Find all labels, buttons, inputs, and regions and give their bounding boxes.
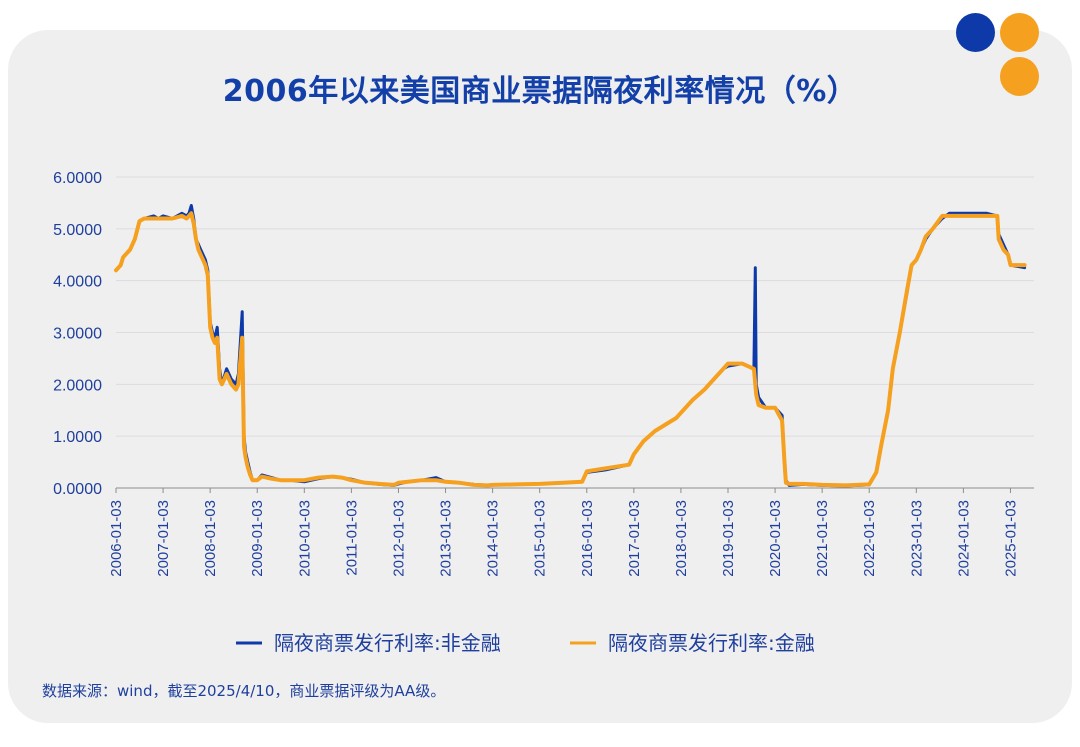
x-tick-label: 2018-01-03 [673, 500, 690, 577]
x-tick-label: 2007-01-03 [155, 500, 172, 577]
x-tick-label: 2013-01-03 [438, 500, 455, 577]
x-tick-label: 2016-01-03 [579, 500, 596, 577]
y-tick-label: 5.0000 [53, 222, 102, 239]
source-note: 数据来源：wind，截至2025/4/10，商业票据评级为AA级。 [42, 682, 446, 700]
y-tick-label: 3.0000 [53, 326, 102, 343]
x-tick-label: 2021-01-03 [814, 500, 831, 577]
x-tick-label: 2014-01-03 [485, 500, 502, 577]
legend-item-nonfinancial-label: 隔夜商票发行利率:非金融 [274, 631, 501, 655]
decor-dot-orange-bottom [1000, 57, 1039, 96]
x-tick-label: 2008-01-03 [202, 500, 219, 577]
x-tick-label: 2022-01-03 [861, 500, 878, 577]
x-tick-label: 2010-01-03 [296, 500, 313, 577]
series-line-nonfinancial [114, 204, 1027, 488]
chart-title: 2006年以来美国商业票据隔夜利率情况（%） [222, 74, 858, 109]
y-tick-label: 0.0000 [53, 481, 102, 498]
x-tick-label: 2020-01-03 [767, 500, 784, 577]
x-tick-label: 2024-01-03 [955, 500, 972, 577]
y-tick-label: 4.0000 [53, 274, 102, 291]
x-tick-label: 2015-01-03 [532, 500, 549, 577]
x-tick-label: 2012-01-03 [390, 500, 407, 577]
x-tick-label: 2017-01-03 [626, 500, 643, 577]
y-tick-label: 6.0000 [53, 170, 102, 187]
series-line-financial [114, 211, 1027, 488]
x-tick-label: 2023-01-03 [908, 500, 925, 577]
decor-dot-orange-top [1000, 13, 1039, 52]
x-tick-label: 2009-01-03 [249, 500, 266, 577]
x-tick-label: 2006-01-03 [108, 500, 125, 577]
x-tick-label: 2011-01-03 [343, 500, 360, 576]
y-tick-label: 2.0000 [53, 377, 102, 394]
x-tick-label: 2025-01-03 [1002, 500, 1019, 577]
x-tick-label: 2019-01-03 [720, 500, 737, 577]
decor-dot-blue [956, 13, 995, 52]
chart-card [8, 30, 1072, 723]
y-tick-label: 1.0000 [53, 429, 102, 446]
legend-item-financial-label: 隔夜商票发行利率:金融 [608, 631, 815, 655]
